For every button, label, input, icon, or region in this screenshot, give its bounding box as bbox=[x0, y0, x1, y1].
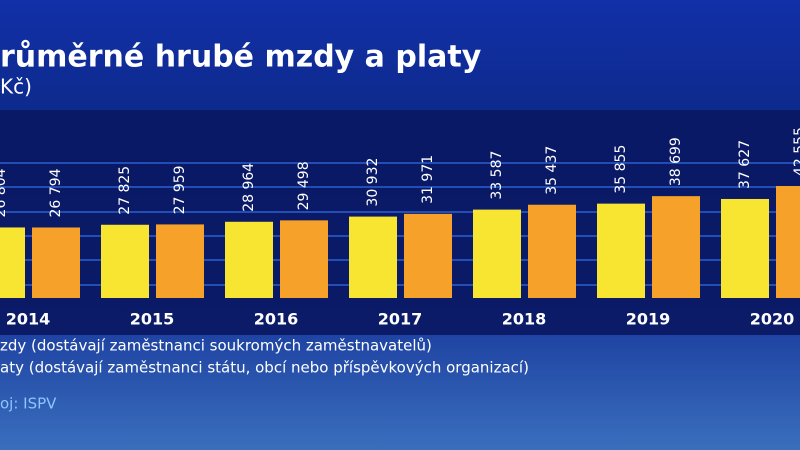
bar bbox=[473, 209, 521, 298]
x-tick-label: 2020 bbox=[750, 310, 795, 329]
value-label: 37 627 bbox=[737, 140, 753, 189]
x-tick-label: 2017 bbox=[378, 310, 423, 329]
bar bbox=[652, 196, 700, 298]
chart-title: růměrné hrubé mzdy a platy bbox=[0, 39, 482, 75]
x-tick-label: 2019 bbox=[626, 310, 671, 329]
value-label: 27 825 bbox=[117, 166, 133, 215]
value-label: 35 855 bbox=[613, 145, 629, 194]
x-tick-label: 2015 bbox=[130, 310, 175, 329]
value-label: 27 959 bbox=[172, 165, 188, 214]
value-label: 38 699 bbox=[668, 137, 684, 186]
legend-entry: zdy (dostávají zaměstnanci soukromých za… bbox=[0, 337, 432, 355]
bar bbox=[101, 224, 149, 298]
bar bbox=[32, 227, 80, 298]
value-label: 26 804 bbox=[0, 168, 9, 217]
value-label: 33 587 bbox=[489, 151, 505, 200]
bar bbox=[156, 224, 204, 298]
value-label: 29 498 bbox=[296, 161, 312, 210]
source: oj: ISPV bbox=[0, 395, 57, 413]
value-label: 31 971 bbox=[420, 155, 436, 204]
value-label: 30 932 bbox=[365, 158, 381, 207]
legend-entry: aty (dostávají zaměstnanci státu, obcí n… bbox=[0, 359, 529, 377]
value-label: 28 964 bbox=[241, 163, 257, 212]
bar bbox=[0, 227, 25, 298]
x-tick-label: 2014 bbox=[6, 310, 51, 329]
bar bbox=[404, 213, 452, 298]
value-label: 26 794 bbox=[48, 168, 64, 217]
chart-subtitle: Kč) bbox=[0, 75, 32, 99]
bar bbox=[528, 204, 576, 298]
bar bbox=[721, 198, 769, 298]
value-label: 35 437 bbox=[544, 146, 560, 195]
bar bbox=[597, 203, 645, 298]
value-label: 42 555 bbox=[792, 127, 800, 176]
bar bbox=[776, 186, 800, 298]
x-tick-label: 2018 bbox=[502, 310, 547, 329]
bar bbox=[225, 221, 273, 298]
bar bbox=[280, 220, 328, 298]
x-tick-label: 2016 bbox=[254, 310, 299, 329]
bar bbox=[349, 216, 397, 298]
